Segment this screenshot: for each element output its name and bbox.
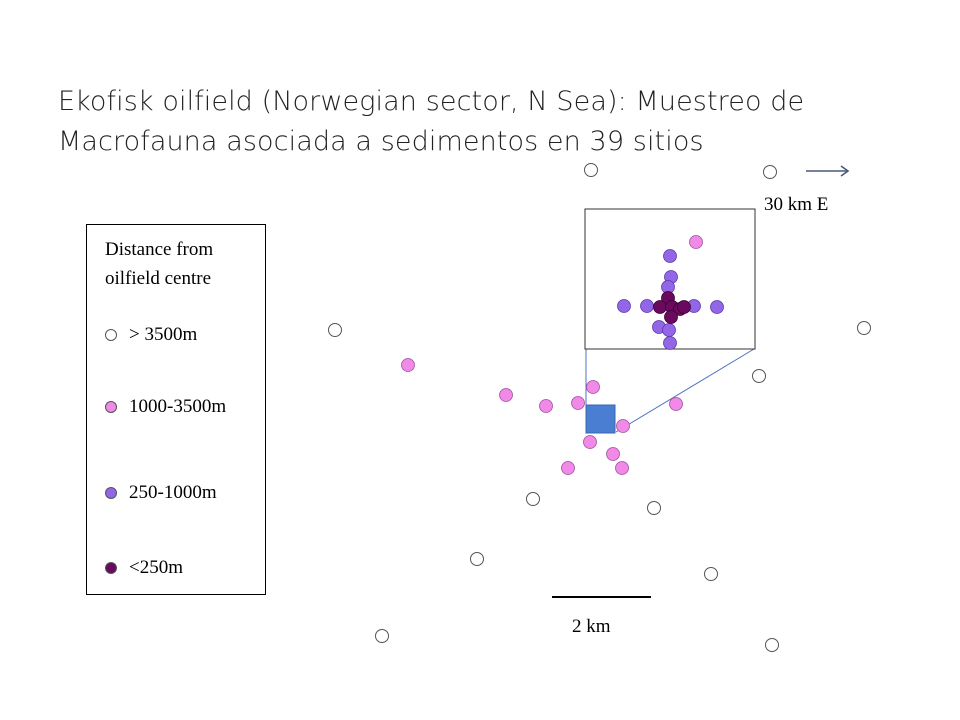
site-far [584,163,598,177]
site-far [763,165,777,179]
centre-site-marker-icon [105,562,117,574]
site-far [857,321,871,335]
legend-title: Distance from oilfield centre [105,235,213,293]
legend: Distance from oilfield centre > 3500m 10… [86,224,266,595]
legend-item-centre: <250m [105,557,183,579]
platform-icon [585,404,616,434]
site-far [375,629,389,643]
site-mid [539,399,553,413]
legend-item-far: > 3500m [105,324,197,346]
mid-site-marker-icon [105,401,117,413]
legend-title-line-1: Distance from [105,239,214,260]
legend-label-mid: 1000-3500m [129,396,227,417]
slide-title-line-1: Ekofisk oilfield (Norwegian sector, N Se… [58,86,805,117]
legend-label-near: 250-1000m [129,482,217,503]
site-mid [616,419,630,433]
direction-label: 30 km E [764,194,829,215]
site-near [710,300,724,314]
site-mid [606,447,620,461]
far-site-marker-icon [105,329,117,341]
mid-sites [401,235,703,475]
site-far [704,567,718,581]
scale-label: 2 km [572,616,611,637]
inset-connector-right [615,348,755,433]
site-far [470,552,484,566]
site-centre [653,300,667,314]
site-mid [669,397,683,411]
legend-label-centre: <250m [129,557,183,578]
site-far [752,369,766,383]
far-sites [328,163,871,652]
centre-sites [653,291,691,324]
site-mid [586,380,600,394]
legend-item-near: 250-1000m [105,482,217,504]
slide-title: Ekofisk oilfield (Norwegian sector, N Se… [58,82,918,162]
site-centre [677,300,691,314]
site-mid [561,461,575,475]
legend-title-line-2: oilfield centre [105,268,212,289]
site-near [640,299,654,313]
arrow-right-icon [806,165,850,177]
site-far [765,638,779,652]
site-mid [583,435,597,449]
slide-title-line-2: Macrofauna asociada a sedimentos en 39 s… [58,126,704,157]
site-mid [571,396,585,410]
site-near [662,323,676,337]
site-mid [615,461,629,475]
site-near [663,249,677,263]
site-mid [689,235,703,249]
near-sites [617,249,724,350]
legend-item-mid: 1000-3500m [105,396,226,418]
site-far [328,323,342,337]
site-near [663,336,677,350]
near-site-marker-icon [105,487,117,499]
site-far [647,501,661,515]
site-near [617,299,631,313]
site-mid [401,358,415,372]
site-centre [664,310,678,324]
site-far [526,492,540,506]
site-mid [499,388,513,402]
legend-label-far: > 3500m [129,324,198,345]
